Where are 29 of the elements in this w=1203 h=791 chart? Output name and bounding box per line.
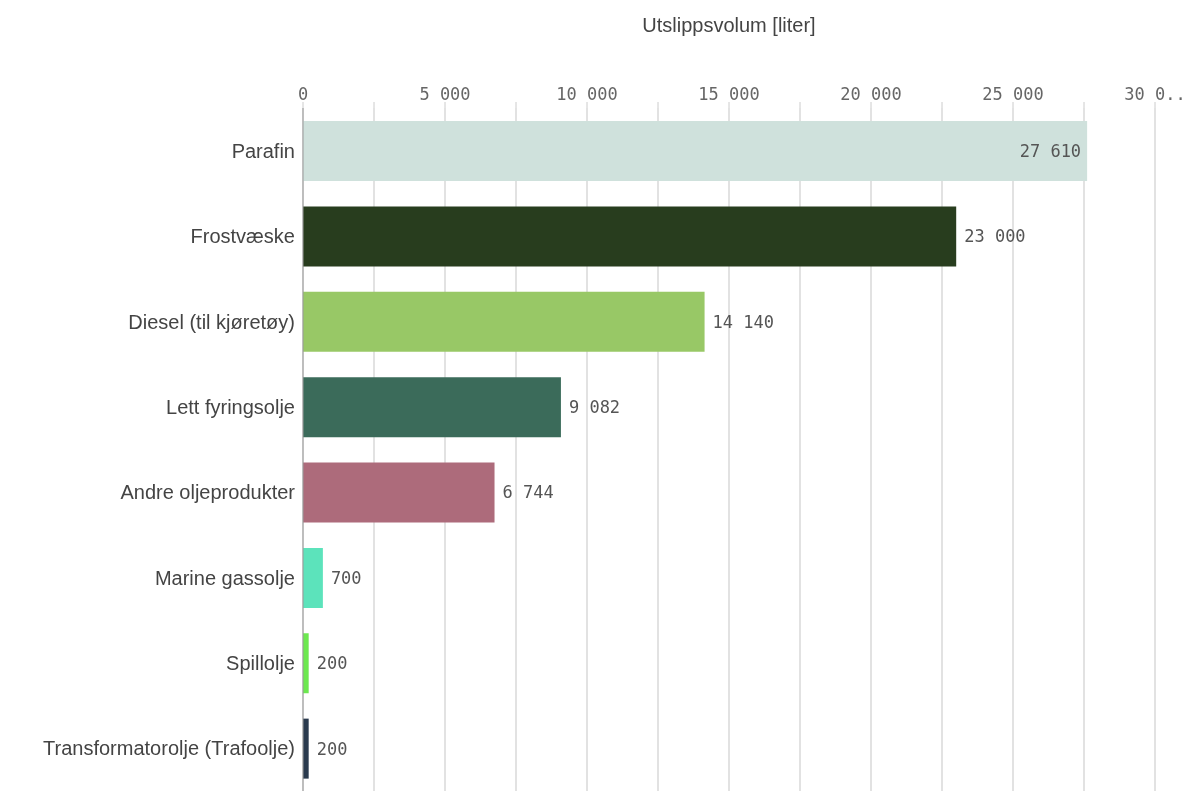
bar (303, 377, 561, 438)
y-tick-label: Spillolje (226, 652, 295, 675)
data-label: 27 610 (1019, 140, 1082, 161)
y-tick-label: Parafin (231, 139, 295, 162)
bar (303, 547, 323, 608)
data-label: 9 082 (568, 397, 621, 418)
data-label: 700 (330, 567, 362, 588)
x-tick-label: 25 000 (982, 84, 1044, 104)
y-tick-label: Diesel (til kjøretøy) (128, 310, 295, 333)
x-tick-label: 0 (297, 84, 309, 104)
x-tick-label: 30 0.. (1124, 84, 1186, 104)
data-label: 23 000 (964, 226, 1026, 247)
bar (303, 462, 495, 523)
x-tick-label: 5 000 (419, 84, 471, 104)
bar (303, 206, 957, 267)
data-label: 14 140 (712, 311, 774, 332)
y-tick-label: Transformatorolje (Trafoolje) (43, 737, 295, 760)
y-tick-label: Marine gassolje (154, 566, 295, 589)
x-tick-label: 15 000 (698, 84, 760, 104)
x-tick-label: 20 000 (840, 84, 902, 104)
bar (303, 291, 705, 352)
y-tick-label: Lett fyringsolje (166, 395, 295, 418)
data-label: 6 744 (502, 482, 554, 503)
y-tick-label: Frostvæske (190, 225, 295, 248)
data-label: 200 (316, 653, 348, 674)
x-tick-label: 10 000 (556, 84, 618, 104)
x-axis-title: Utslippsvolum [liter] (642, 14, 816, 37)
y-tick-label: Andre oljeprodukter (120, 481, 296, 504)
data-label: 200 (316, 738, 348, 759)
